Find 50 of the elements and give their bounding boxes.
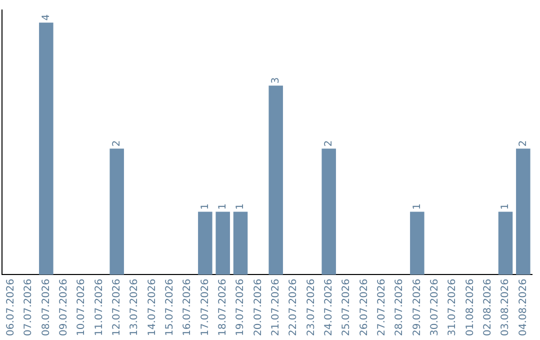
x-tick-label: 27.07.2026 (376, 278, 388, 336)
x-tick-label: 28.07.2026 (394, 278, 406, 336)
data-label: 1 (235, 203, 246, 210)
x-tick-label: 25.07.2026 (341, 278, 352, 336)
x-tick-label: 22.07.2026 (288, 278, 300, 336)
data-label: 1 (200, 203, 211, 210)
bar (233, 212, 248, 275)
data-label: 2 (111, 140, 122, 147)
x-tick-label: 26.07.2026 (358, 278, 370, 336)
x-tick-label: 14.07.2026 (146, 278, 158, 336)
x-tick-label: 24.07.2026 (323, 278, 334, 336)
bar (498, 212, 513, 275)
bar (110, 148, 124, 275)
bar (216, 212, 230, 275)
x-tick-label: 31.07.2026 (447, 278, 458, 336)
x-tick-label: 19.07.2026 (235, 278, 246, 336)
x-tick-label: 08.07.2026 (40, 278, 52, 336)
data-label: 2 (518, 140, 529, 147)
data-label: 1 (412, 203, 423, 210)
data-label: 3 (270, 77, 282, 84)
x-tick-label: 16.07.2026 (182, 278, 194, 336)
x-tick-label: 30.07.2026 (429, 278, 440, 336)
x-tick-label: 06.07.2026 (5, 278, 16, 336)
x-tick-label: 21.07.2026 (270, 278, 282, 336)
x-tick-label: 10.07.2026 (76, 278, 88, 336)
bar (268, 86, 283, 275)
x-tick-label: 23.07.2026 (306, 278, 317, 336)
bar (410, 212, 424, 275)
data-label: 2 (323, 140, 334, 147)
x-tick-label: 09.07.2026 (58, 278, 70, 336)
x-tick-label: 20.07.2026 (252, 278, 264, 336)
data-label: 1 (500, 203, 512, 210)
x-tick-label: 03.08.2026 (500, 278, 512, 336)
x-tick-label: 13.07.2026 (129, 278, 140, 336)
data-label: 1 (217, 203, 228, 210)
x-tick-label: 02.08.2026 (482, 278, 494, 336)
x-tick-label: 18.07.2026 (217, 278, 228, 336)
x-tick-label: 29.07.2026 (412, 278, 423, 336)
x-tick-label: 01.08.2026 (464, 278, 476, 336)
x-tick-label: 04.08.2026 (518, 278, 529, 336)
x-tick-label: 15.07.2026 (164, 278, 176, 336)
bar (322, 148, 336, 275)
bar (516, 148, 530, 275)
data-label: 4 (40, 14, 52, 21)
bar (198, 212, 212, 275)
x-tick-label: 07.07.2026 (23, 278, 34, 336)
x-tick-label: 11.07.2026 (94, 278, 105, 336)
bar (39, 22, 54, 275)
x-tick-label: 17.07.2026 (200, 278, 211, 336)
x-tick-label: 12.07.2026 (111, 278, 122, 336)
